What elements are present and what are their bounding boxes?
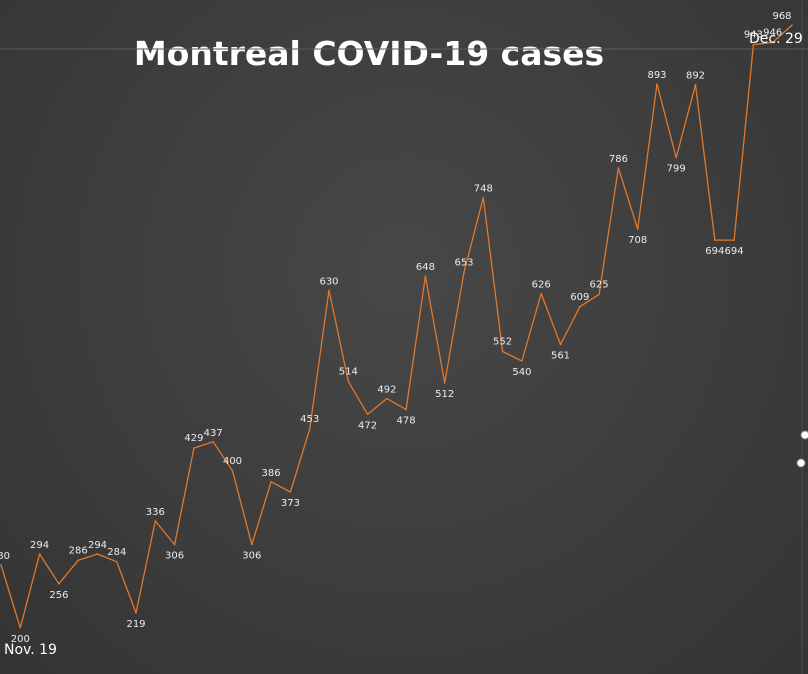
data-label: 200	[11, 634, 30, 645]
data-point	[77, 559, 79, 562]
data-point	[482, 196, 485, 199]
data-point	[212, 441, 214, 443]
end-date-label: Dec. 29	[749, 31, 803, 47]
data-point	[386, 397, 388, 400]
data-point	[135, 612, 137, 614]
data-label: 294	[30, 540, 49, 551]
data-labels: 2802002942562862942842193363064294374003…	[0, 11, 792, 645]
data-point	[463, 271, 465, 274]
data-point	[579, 306, 581, 308]
data-point	[193, 447, 195, 449]
data-label: 630	[319, 276, 338, 287]
data-label: 708	[628, 235, 647, 246]
data-point	[714, 239, 716, 241]
data-label: 472	[358, 420, 377, 431]
data-point	[173, 543, 176, 546]
data-point	[58, 583, 60, 585]
data-point	[0, 564, 2, 566]
data-point	[501, 350, 504, 353]
data-label: 294	[88, 540, 107, 551]
data-point	[636, 228, 639, 230]
data-label: 694	[705, 246, 724, 257]
data-point	[270, 481, 272, 483]
data-point	[116, 561, 118, 563]
data-point	[231, 470, 234, 472]
data-point	[656, 83, 658, 85]
data-label: 386	[262, 468, 281, 479]
data-point	[752, 43, 755, 46]
data-label: 429	[184, 433, 203, 444]
data-label: 893	[647, 70, 666, 81]
data-point	[366, 413, 369, 416]
data-point	[617, 167, 620, 169]
data-point	[540, 292, 542, 295]
data-point	[96, 553, 99, 555]
data-point	[308, 428, 311, 431]
data-label: 336	[146, 507, 165, 518]
start-date-label: Nov. 19	[4, 642, 57, 658]
data-label: 437	[204, 428, 223, 439]
chart-title: Montreal COVID-19 cases	[133, 34, 605, 73]
data-label: 306	[242, 551, 261, 562]
data-label: 373	[281, 498, 300, 509]
data-label: 799	[667, 164, 686, 175]
resize-handle-bottom[interactable]	[796, 458, 806, 468]
data-label: 453	[300, 414, 319, 425]
data-point	[675, 156, 677, 159]
series-group	[0, 24, 793, 629]
data-point	[443, 382, 446, 384]
data-label: 256	[49, 590, 68, 601]
data-label: 512	[435, 389, 454, 400]
data-point	[154, 520, 157, 522]
data-label: 748	[474, 184, 493, 195]
data-label: 552	[493, 337, 512, 348]
data-point	[559, 343, 562, 346]
data-point	[328, 289, 330, 292]
data-label: 514	[339, 366, 358, 377]
data-point	[251, 543, 253, 546]
data-point	[19, 627, 22, 629]
data-point	[424, 275, 427, 278]
data-point	[791, 24, 793, 26]
data-label: 561	[551, 351, 570, 362]
data-point	[38, 553, 41, 555]
data-point	[289, 491, 292, 493]
data-point	[347, 380, 350, 383]
data-label: 943	[744, 30, 763, 41]
data-label: 540	[512, 367, 531, 378]
data-label: 280	[0, 551, 10, 562]
data-label: 968	[772, 11, 791, 22]
data-point	[771, 41, 774, 44]
data-label: 400	[223, 456, 242, 467]
data-label: 625	[590, 279, 609, 290]
data-label: 306	[165, 551, 184, 562]
data-label: 653	[454, 257, 473, 268]
data-label: 219	[126, 619, 145, 630]
data-point	[405, 408, 407, 411]
data-label: 609	[570, 292, 589, 303]
data-point	[694, 83, 697, 86]
data-label: 892	[686, 71, 705, 82]
data-label: 286	[69, 545, 88, 556]
data-label: 284	[107, 547, 126, 558]
data-label: 648	[416, 262, 435, 273]
data-point	[598, 293, 600, 296]
data-label: 626	[532, 280, 551, 291]
data-label: 492	[377, 385, 396, 396]
data-point	[733, 239, 735, 241]
data-label: 946	[763, 27, 782, 38]
data-label: 478	[397, 416, 416, 427]
data-label: 786	[609, 154, 628, 165]
resize-handle-top[interactable]	[800, 430, 808, 440]
data-label: 694	[725, 246, 744, 257]
series-line	[0, 24, 793, 629]
data-point	[521, 360, 523, 362]
